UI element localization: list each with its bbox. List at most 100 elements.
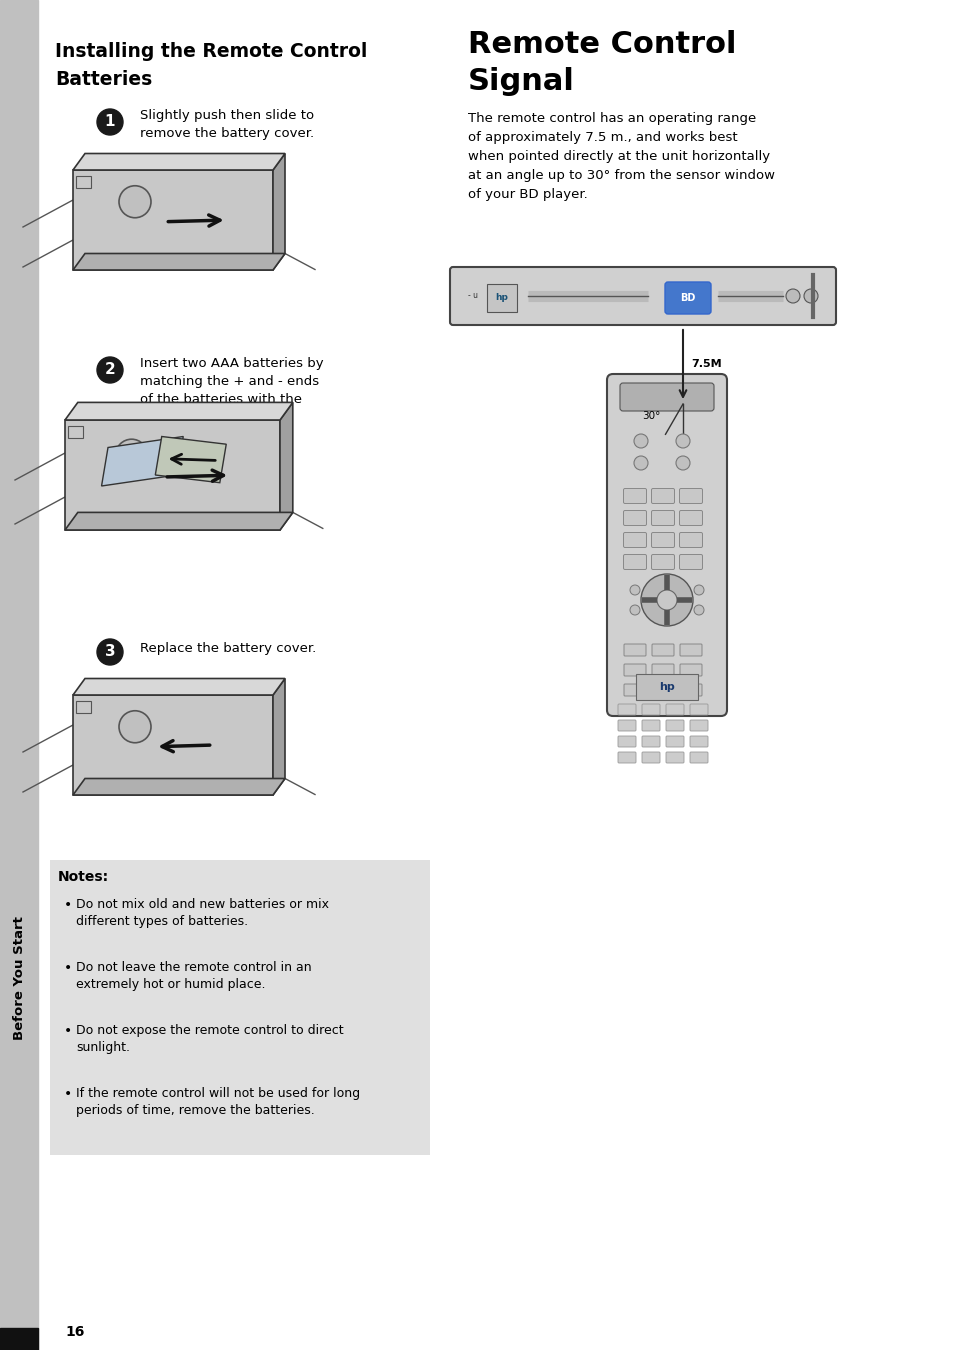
- Polygon shape: [65, 420, 280, 531]
- Text: If the remote control will not be used for long
periods of time, remove the batt: If the remote control will not be used f…: [76, 1087, 359, 1116]
- FancyBboxPatch shape: [623, 510, 646, 525]
- Text: 7.5M: 7.5M: [690, 359, 720, 369]
- FancyBboxPatch shape: [689, 736, 707, 747]
- FancyBboxPatch shape: [689, 752, 707, 763]
- Text: Do not leave the remote control in an
extremely hot or humid place.: Do not leave the remote control in an ex…: [76, 961, 312, 991]
- Text: The remote control has an operating range
of approximately 7.5 m., and works bes: The remote control has an operating rang…: [468, 112, 774, 201]
- Circle shape: [785, 289, 800, 302]
- FancyBboxPatch shape: [641, 736, 659, 747]
- Bar: [50, 860, 430, 1156]
- FancyBboxPatch shape: [665, 736, 683, 747]
- Bar: [0, 1328, 38, 1350]
- Circle shape: [97, 109, 123, 135]
- Text: •: •: [64, 961, 72, 975]
- FancyBboxPatch shape: [636, 674, 698, 701]
- Text: Replace the battery cover.: Replace the battery cover.: [140, 643, 315, 655]
- Circle shape: [97, 356, 123, 383]
- Circle shape: [634, 456, 647, 470]
- FancyBboxPatch shape: [665, 720, 683, 730]
- Polygon shape: [273, 679, 285, 795]
- Circle shape: [693, 605, 703, 616]
- FancyBboxPatch shape: [679, 555, 701, 570]
- Text: Slightly push then slide to
remove the battery cover.: Slightly push then slide to remove the b…: [140, 109, 314, 140]
- FancyBboxPatch shape: [641, 752, 659, 763]
- FancyBboxPatch shape: [651, 555, 674, 570]
- Polygon shape: [155, 436, 226, 483]
- Circle shape: [803, 289, 817, 302]
- Text: 16: 16: [65, 1324, 85, 1339]
- Circle shape: [629, 605, 639, 616]
- FancyBboxPatch shape: [651, 532, 674, 548]
- Text: •: •: [64, 1025, 72, 1038]
- Polygon shape: [280, 402, 293, 531]
- Circle shape: [115, 439, 148, 471]
- Circle shape: [119, 186, 151, 217]
- FancyBboxPatch shape: [651, 664, 673, 676]
- Polygon shape: [101, 436, 183, 486]
- Circle shape: [676, 456, 689, 470]
- Text: 3: 3: [105, 644, 115, 660]
- FancyBboxPatch shape: [618, 720, 636, 730]
- Text: Do not expose the remote control to direct
sunlight.: Do not expose the remote control to dire…: [76, 1025, 343, 1054]
- FancyBboxPatch shape: [486, 284, 517, 312]
- FancyBboxPatch shape: [619, 383, 713, 410]
- FancyBboxPatch shape: [664, 282, 710, 315]
- FancyBboxPatch shape: [623, 489, 646, 504]
- Text: BD: BD: [679, 293, 695, 302]
- FancyBboxPatch shape: [641, 720, 659, 730]
- FancyBboxPatch shape: [679, 664, 701, 676]
- FancyBboxPatch shape: [623, 664, 645, 676]
- FancyBboxPatch shape: [641, 703, 659, 716]
- Text: 1: 1: [105, 115, 115, 130]
- FancyBboxPatch shape: [651, 644, 673, 656]
- FancyBboxPatch shape: [618, 703, 636, 716]
- Circle shape: [676, 433, 689, 448]
- Text: hp: hp: [659, 682, 674, 693]
- Text: •: •: [64, 898, 72, 913]
- FancyBboxPatch shape: [623, 644, 645, 656]
- Text: Do not mix old and new batteries or mix
different types of batteries.: Do not mix old and new batteries or mix …: [76, 898, 329, 927]
- FancyBboxPatch shape: [651, 684, 673, 697]
- FancyBboxPatch shape: [623, 555, 646, 570]
- Text: Remote Control: Remote Control: [468, 30, 736, 59]
- Circle shape: [634, 433, 647, 448]
- Text: Installing the Remote Control: Installing the Remote Control: [55, 42, 367, 61]
- Text: •: •: [64, 1087, 72, 1102]
- Circle shape: [640, 574, 692, 626]
- Circle shape: [629, 585, 639, 595]
- Polygon shape: [65, 402, 293, 420]
- FancyBboxPatch shape: [679, 644, 701, 656]
- Text: - u: - u: [468, 292, 477, 301]
- Circle shape: [97, 639, 123, 666]
- FancyBboxPatch shape: [76, 701, 91, 713]
- FancyBboxPatch shape: [68, 427, 83, 437]
- FancyBboxPatch shape: [679, 489, 701, 504]
- FancyBboxPatch shape: [679, 684, 701, 697]
- FancyBboxPatch shape: [679, 510, 701, 525]
- Polygon shape: [73, 779, 285, 795]
- Circle shape: [693, 585, 703, 595]
- Circle shape: [657, 590, 677, 610]
- Circle shape: [119, 710, 151, 742]
- Polygon shape: [65, 513, 293, 531]
- FancyBboxPatch shape: [606, 374, 726, 716]
- Text: Signal: Signal: [468, 68, 575, 96]
- FancyBboxPatch shape: [623, 532, 646, 548]
- Text: Batteries: Batteries: [55, 70, 152, 89]
- Text: hp: hp: [495, 293, 508, 302]
- FancyBboxPatch shape: [623, 684, 645, 697]
- Polygon shape: [273, 154, 285, 270]
- Polygon shape: [73, 695, 273, 795]
- FancyBboxPatch shape: [76, 176, 91, 188]
- FancyBboxPatch shape: [618, 736, 636, 747]
- Polygon shape: [73, 154, 285, 170]
- Text: 30°: 30°: [642, 410, 660, 421]
- FancyBboxPatch shape: [618, 752, 636, 763]
- Text: 2: 2: [105, 363, 115, 378]
- Text: Notes:: Notes:: [58, 869, 109, 884]
- FancyBboxPatch shape: [665, 703, 683, 716]
- Polygon shape: [73, 679, 285, 695]
- FancyBboxPatch shape: [651, 489, 674, 504]
- Polygon shape: [73, 254, 285, 270]
- FancyBboxPatch shape: [679, 532, 701, 548]
